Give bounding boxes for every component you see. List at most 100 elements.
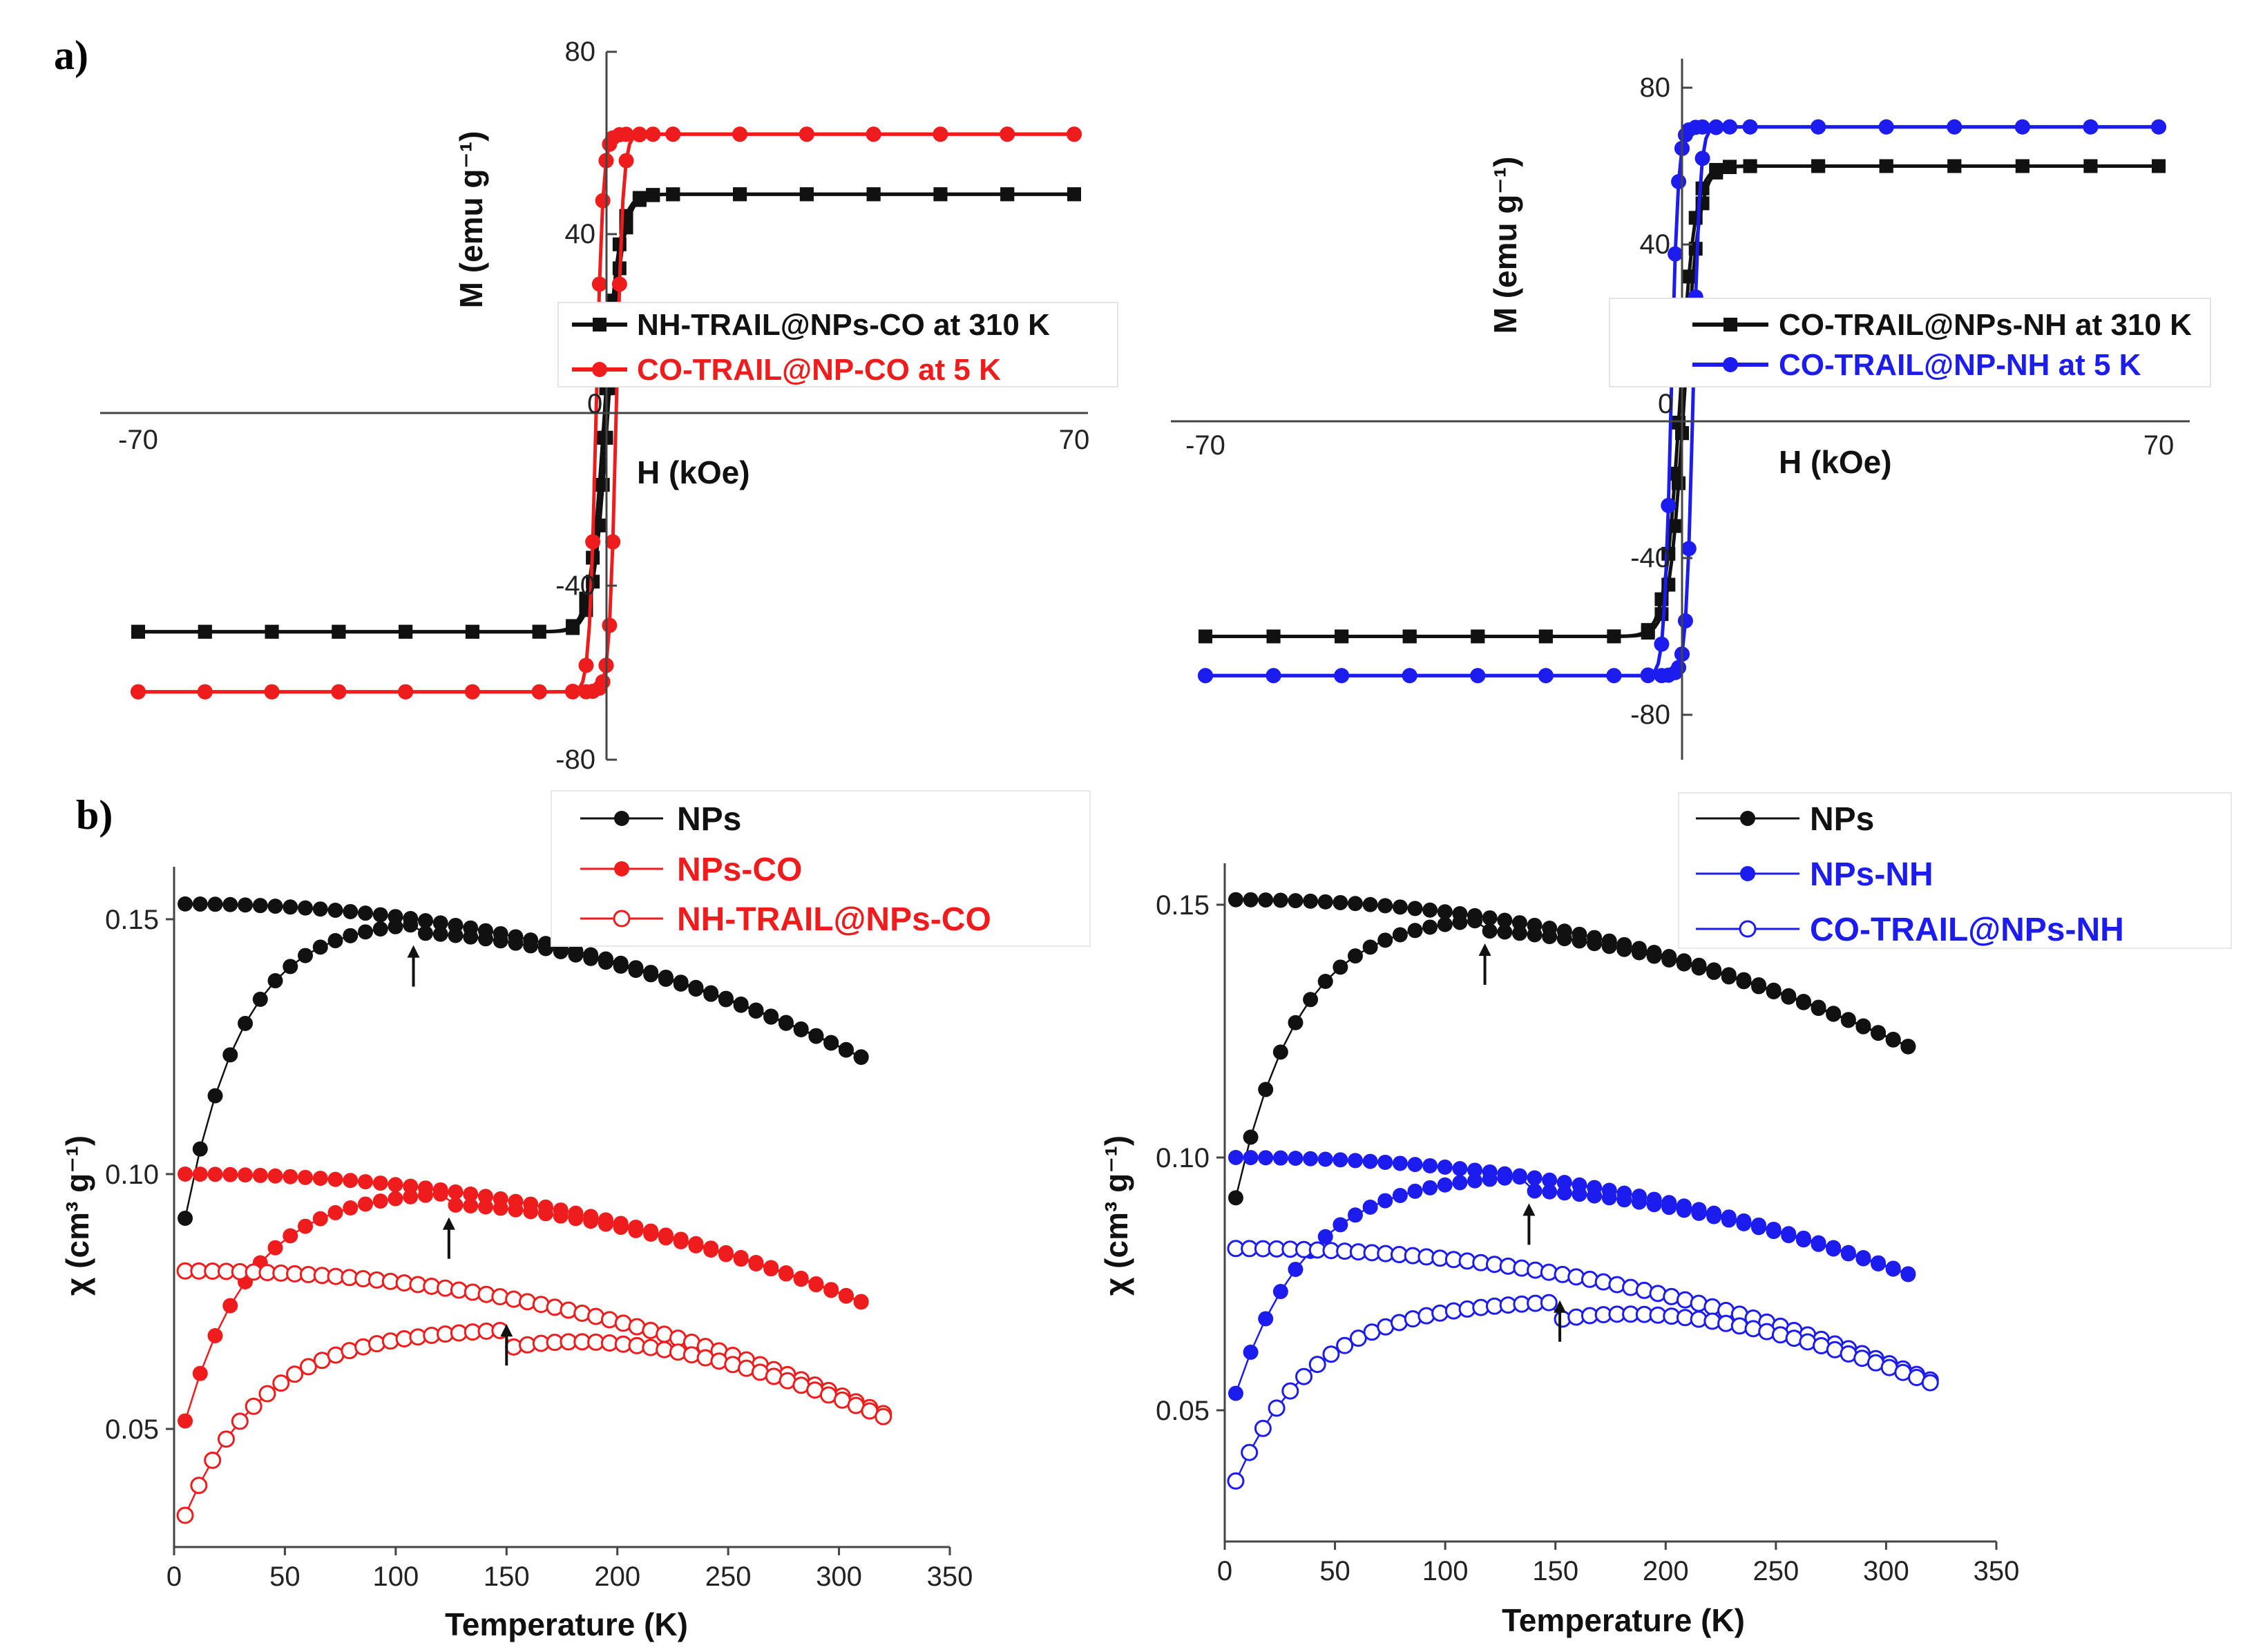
data-point <box>1527 927 1543 943</box>
data-point <box>688 1238 704 1254</box>
x-tick-label: 150 <box>1532 1556 1578 1586</box>
data-point <box>1722 119 1737 135</box>
data-point <box>465 624 479 639</box>
data-point <box>1640 668 1656 684</box>
data-point <box>1348 948 1364 964</box>
data-point <box>1538 668 1554 684</box>
data-point <box>1885 1261 1901 1277</box>
y-tick-label: -40 <box>1630 543 1670 573</box>
data-point <box>1497 912 1513 928</box>
data-point <box>1467 1162 1483 1178</box>
data-point <box>1497 1170 1513 1186</box>
data-point <box>358 1196 374 1212</box>
data-point <box>763 1009 779 1025</box>
data-point <box>477 1285 495 1303</box>
data-point <box>222 1166 238 1182</box>
data-point <box>432 1186 448 1202</box>
data-point <box>343 1200 359 1216</box>
data-point <box>658 971 674 987</box>
data-point <box>808 1277 824 1293</box>
data-point <box>343 903 359 919</box>
data-point <box>1641 626 1655 640</box>
data-point <box>312 939 328 955</box>
series-line <box>184 1329 884 1516</box>
data-point <box>1540 1294 1558 1312</box>
data-point <box>532 1296 550 1314</box>
y-tick-label: 0.15 <box>105 905 159 935</box>
data-point <box>1198 629 1212 644</box>
data-point <box>1751 1220 1767 1236</box>
data-point <box>656 1341 674 1358</box>
series-line <box>1234 1176 1909 1394</box>
data-point <box>595 674 611 690</box>
data-point <box>464 684 480 700</box>
data-point <box>1668 246 1683 262</box>
data-point <box>1333 959 1348 975</box>
data-point <box>1377 898 1393 914</box>
data-point <box>933 187 948 202</box>
data-point <box>332 624 346 639</box>
data-point <box>518 1293 536 1311</box>
data-point <box>198 624 212 639</box>
data-point <box>1333 1217 1348 1233</box>
data-point <box>866 187 881 202</box>
data-point <box>1811 1236 1826 1252</box>
data-point <box>665 126 681 142</box>
data-point <box>618 153 634 169</box>
data-point <box>1288 1151 1303 1166</box>
data-point <box>2083 159 2098 173</box>
origin-label: 0 <box>1658 389 1673 419</box>
data-point <box>388 919 403 934</box>
data-point <box>432 926 448 942</box>
data-point <box>508 935 524 951</box>
y-tick-label: -80 <box>555 745 595 775</box>
data-point <box>327 902 343 918</box>
data-point <box>265 624 279 639</box>
data-point <box>1511 925 1527 941</box>
data-point <box>1392 927 1408 943</box>
data-point <box>1900 1039 1916 1055</box>
legend-marker-solid <box>614 861 629 876</box>
data-point <box>553 943 569 959</box>
y-tick-label: -40 <box>555 570 595 601</box>
legend-label: CO-TRAIL@NPs-NH <box>1810 912 2124 948</box>
arrow-head <box>442 1217 455 1230</box>
data-point <box>491 1288 509 1306</box>
data-point <box>1706 964 1722 980</box>
data-point <box>568 1211 584 1227</box>
data-point <box>508 1202 524 1218</box>
data-point <box>1871 1026 1887 1041</box>
data-point <box>1855 1251 1871 1267</box>
data-point <box>1067 126 1082 142</box>
data-point <box>553 1208 569 1224</box>
data-point <box>298 1218 314 1234</box>
data-point <box>372 921 388 937</box>
data-point <box>2083 119 2099 135</box>
data-point <box>1742 119 1758 135</box>
data-point <box>477 931 493 947</box>
data-point <box>1708 119 1724 135</box>
data-point <box>1317 1151 1333 1167</box>
data-point <box>1855 1019 1871 1035</box>
data-point <box>1281 1382 1299 1400</box>
data-point <box>448 1184 464 1200</box>
data-point <box>217 1430 235 1448</box>
data-point <box>1654 636 1670 652</box>
data-point <box>778 1015 794 1031</box>
data-point <box>1336 1336 1354 1354</box>
y-tick-label: 40 <box>565 219 596 249</box>
data-point <box>298 948 314 963</box>
data-point <box>178 896 193 912</box>
data-point <box>1437 1159 1453 1175</box>
data-point <box>463 1187 479 1202</box>
data-point <box>192 1166 208 1182</box>
data-point <box>1268 1399 1286 1417</box>
data-point <box>537 941 553 957</box>
data-point <box>1452 1175 1468 1191</box>
data-point <box>178 1166 193 1182</box>
data-point <box>1826 1241 1842 1257</box>
data-point <box>1243 1344 1259 1360</box>
data-point <box>613 958 629 974</box>
data-point <box>358 905 374 921</box>
data-point <box>283 959 298 974</box>
